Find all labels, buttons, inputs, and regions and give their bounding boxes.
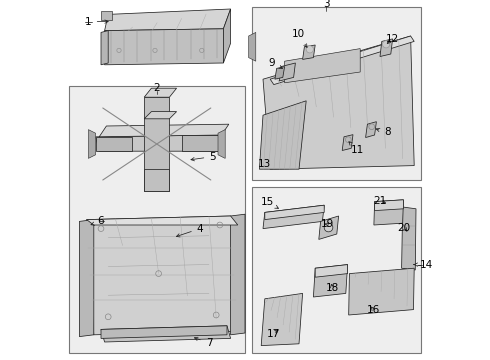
Polygon shape	[104, 9, 231, 31]
Polygon shape	[315, 265, 347, 277]
Polygon shape	[144, 97, 170, 191]
FancyBboxPatch shape	[69, 86, 245, 353]
Text: 15: 15	[261, 197, 278, 208]
Polygon shape	[144, 169, 170, 191]
Polygon shape	[87, 216, 238, 335]
Polygon shape	[374, 200, 403, 225]
Circle shape	[324, 223, 333, 232]
Text: 14: 14	[414, 260, 433, 270]
Polygon shape	[285, 49, 360, 83]
Text: 19: 19	[320, 219, 334, 229]
Text: 7: 7	[195, 337, 212, 348]
Text: 4: 4	[176, 224, 203, 237]
Polygon shape	[263, 36, 414, 169]
Text: 3: 3	[323, 0, 329, 9]
Polygon shape	[265, 205, 324, 220]
Polygon shape	[279, 63, 295, 81]
Polygon shape	[88, 130, 96, 158]
Polygon shape	[104, 29, 223, 65]
Polygon shape	[319, 216, 339, 239]
Polygon shape	[259, 101, 306, 169]
Polygon shape	[101, 31, 108, 65]
Polygon shape	[349, 268, 414, 315]
Circle shape	[383, 41, 390, 48]
Text: 20: 20	[397, 222, 411, 233]
Polygon shape	[231, 214, 245, 335]
Polygon shape	[96, 135, 221, 151]
Text: 12: 12	[386, 34, 399, 44]
Text: 17: 17	[267, 329, 280, 339]
Polygon shape	[314, 265, 347, 297]
Text: 16: 16	[368, 305, 381, 315]
Polygon shape	[144, 112, 176, 119]
Polygon shape	[402, 207, 416, 270]
Polygon shape	[380, 39, 392, 57]
Polygon shape	[275, 67, 285, 79]
Text: 5: 5	[191, 152, 216, 162]
Polygon shape	[366, 122, 376, 138]
Polygon shape	[261, 293, 303, 346]
Polygon shape	[374, 200, 403, 211]
Text: 9: 9	[269, 58, 282, 68]
Polygon shape	[144, 88, 176, 97]
Polygon shape	[79, 220, 94, 337]
Text: 8: 8	[376, 127, 391, 138]
Polygon shape	[101, 11, 112, 20]
Polygon shape	[99, 124, 229, 137]
Polygon shape	[101, 326, 231, 342]
Polygon shape	[303, 45, 315, 59]
Polygon shape	[263, 205, 324, 229]
Polygon shape	[182, 135, 218, 151]
Text: 21: 21	[373, 196, 387, 206]
Text: 6: 6	[91, 216, 104, 226]
Circle shape	[306, 46, 314, 53]
Text: 11: 11	[349, 142, 364, 156]
Polygon shape	[248, 32, 256, 61]
Polygon shape	[218, 130, 225, 158]
FancyBboxPatch shape	[252, 187, 421, 353]
FancyBboxPatch shape	[252, 7, 421, 180]
Text: 13: 13	[258, 159, 271, 169]
Text: 2: 2	[153, 83, 160, 93]
Polygon shape	[101, 326, 227, 338]
Text: 1: 1	[85, 17, 108, 27]
Text: 10: 10	[292, 29, 307, 48]
Polygon shape	[223, 9, 231, 63]
Polygon shape	[96, 137, 132, 151]
Polygon shape	[342, 135, 353, 150]
Polygon shape	[87, 216, 238, 225]
Polygon shape	[270, 36, 414, 85]
Text: 18: 18	[325, 283, 339, 293]
